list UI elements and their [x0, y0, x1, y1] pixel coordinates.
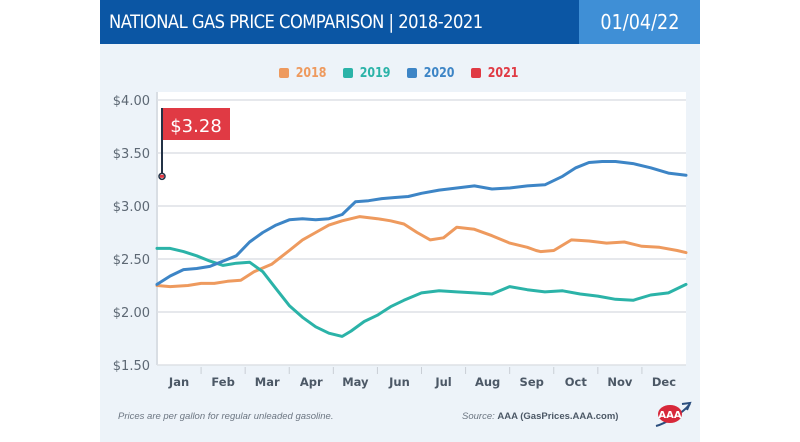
x-tick-label: Dec — [652, 375, 676, 389]
chart-legend: 2018 2019 2020 2021 — [100, 62, 700, 84]
chart-title-bar: NATIONAL GAS PRICE COMPARISON | 2018-202… — [100, 0, 579, 44]
legend-item-2021: 2021 — [471, 66, 521, 81]
data-point-2021-marker — [160, 174, 164, 178]
x-tick-label: Feb — [211, 375, 234, 389]
legend-item-2019: 2019 — [342, 65, 393, 81]
source-prefix: Source: — [462, 411, 495, 422]
annotation-flag — [163, 108, 230, 140]
line-chart: $1.50 $2.00 $2.50 $3.00 $3.50 $4.00 Jan Feb Mar A… — [113, 92, 688, 389]
legend-swatch-2019 — [342, 68, 353, 78]
chart-title: NATIONAL GAS PRICE COMPARISON | 2018-202… — [109, 11, 483, 33]
series-line-2019 — [155, 246, 688, 338]
x-tick-label: Aug — [475, 375, 500, 389]
plot-area — [157, 92, 686, 365]
chart-date: 01/04/22 — [599, 10, 680, 34]
legend-swatch-2020 — [407, 68, 417, 78]
legend-label-2020: 2020 — [423, 65, 455, 81]
x-tick-label: Jun — [388, 375, 410, 389]
x-tick-label: Sep — [520, 375, 544, 389]
series-line-2020 — [155, 160, 688, 286]
chart-card: NATIONAL GAS PRICE COMPARISON | 2018-202… — [100, 0, 700, 442]
legend-item-2020: 2020 — [407, 66, 457, 81]
annotation-label: $3.28 — [170, 116, 222, 137]
y-tick-label: $2.50 — [113, 253, 150, 268]
y-tick-label: $2.00 — [113, 306, 150, 321]
x-tick-label: Jul — [434, 375, 451, 389]
y-tick-label: $3.00 — [113, 200, 150, 215]
aaa-logo-icon: AAA — [655, 401, 692, 427]
legend-label-2021: 2021 — [487, 65, 519, 81]
y-tick-label: $4.00 — [113, 94, 150, 109]
legend-swatch-2018 — [278, 68, 289, 78]
legend-item-2018: 2018 — [278, 65, 329, 81]
legend-swatch-2021 — [471, 68, 482, 78]
source-name: AAA (GasPrices.AAA.com) — [497, 411, 619, 422]
x-tick-label: Oct — [565, 375, 588, 389]
y-tick-label: $1.50 — [113, 359, 150, 374]
x-tick-label: Mar — [255, 375, 280, 389]
svg-text:AAA: AAA — [658, 410, 681, 421]
x-tick-label: May — [342, 375, 369, 389]
series-line-2018 — [155, 215, 688, 289]
legend-label-2019: 2019 — [359, 65, 391, 81]
x-tick-label: Nov — [607, 375, 633, 389]
x-tick-label: Apr — [300, 375, 323, 389]
source-credit: Source: AAA (GasPrices.AAA.com) — [462, 411, 618, 422]
y-tick-label: $3.50 — [113, 147, 150, 162]
date-badge: 01/04/22 — [579, 0, 700, 44]
footnote: Prices are per gallon for regular unlead… — [118, 411, 334, 422]
legend-label-2018: 2018 — [295, 65, 327, 81]
chart-header: NATIONAL GAS PRICE COMPARISON | 2018-202… — [100, 0, 700, 44]
x-tick-label: Jan — [168, 375, 189, 389]
